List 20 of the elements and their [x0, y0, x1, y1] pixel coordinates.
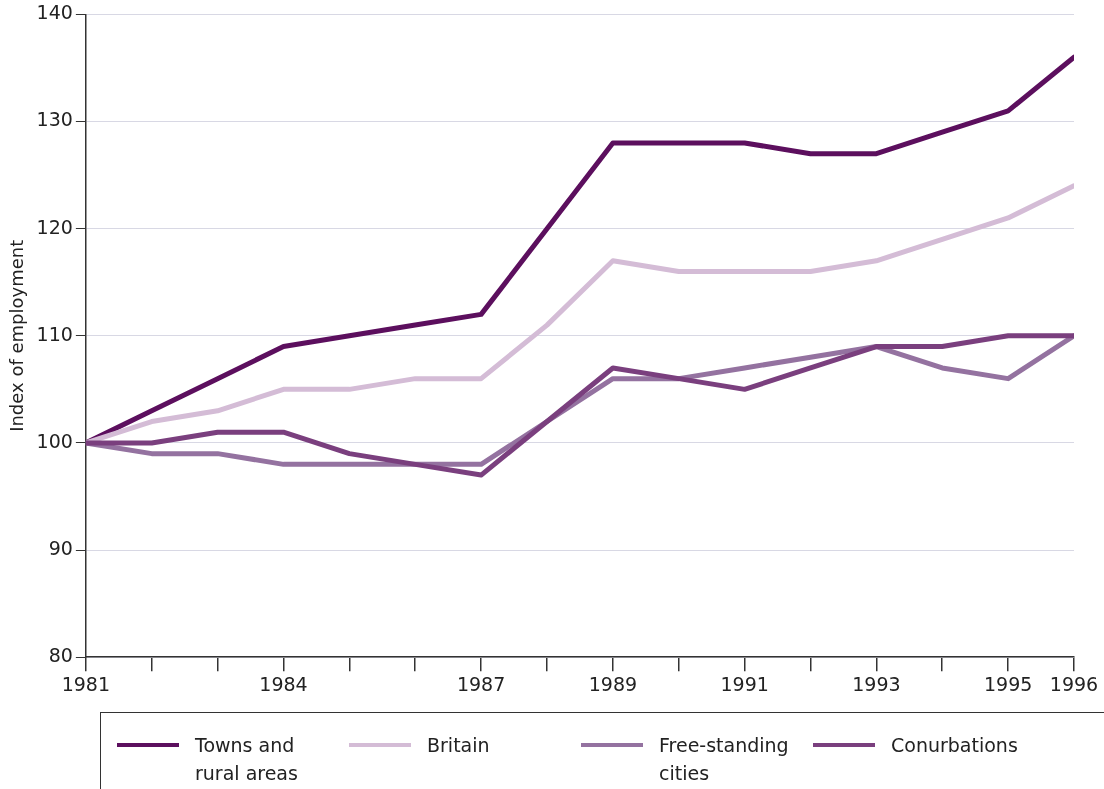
x-tick-label: 1989: [588, 672, 638, 695]
x-tick-label: 1987: [456, 672, 506, 695]
legend-label: Towns and rural areas: [195, 733, 299, 786]
y-tick-label: 140: [36, 1, 73, 24]
y-tick-label: 130: [36, 108, 73, 131]
y-tick-label: 80: [48, 644, 73, 667]
legend-label: Conurbations: [891, 733, 1018, 758]
y-tick-label: 120: [36, 215, 73, 238]
legend-label: Free-standing cities: [659, 733, 789, 786]
y-tick-label: 110: [36, 322, 73, 345]
x-tick-label: 1996: [1049, 672, 1099, 695]
y-axis-title: Index of employment: [6, 239, 28, 432]
y-tick-label: 90: [48, 537, 73, 559]
x-tick-label: 1995: [983, 672, 1033, 695]
x-tick-label: 1981: [61, 672, 111, 695]
x-tick-label: 1993: [852, 672, 901, 695]
legend-label: Britain: [427, 733, 490, 758]
x-tick-label: 1984: [259, 672, 308, 695]
x-tick-label: 1991: [720, 672, 769, 695]
y-tick-label: 100: [36, 429, 73, 452]
